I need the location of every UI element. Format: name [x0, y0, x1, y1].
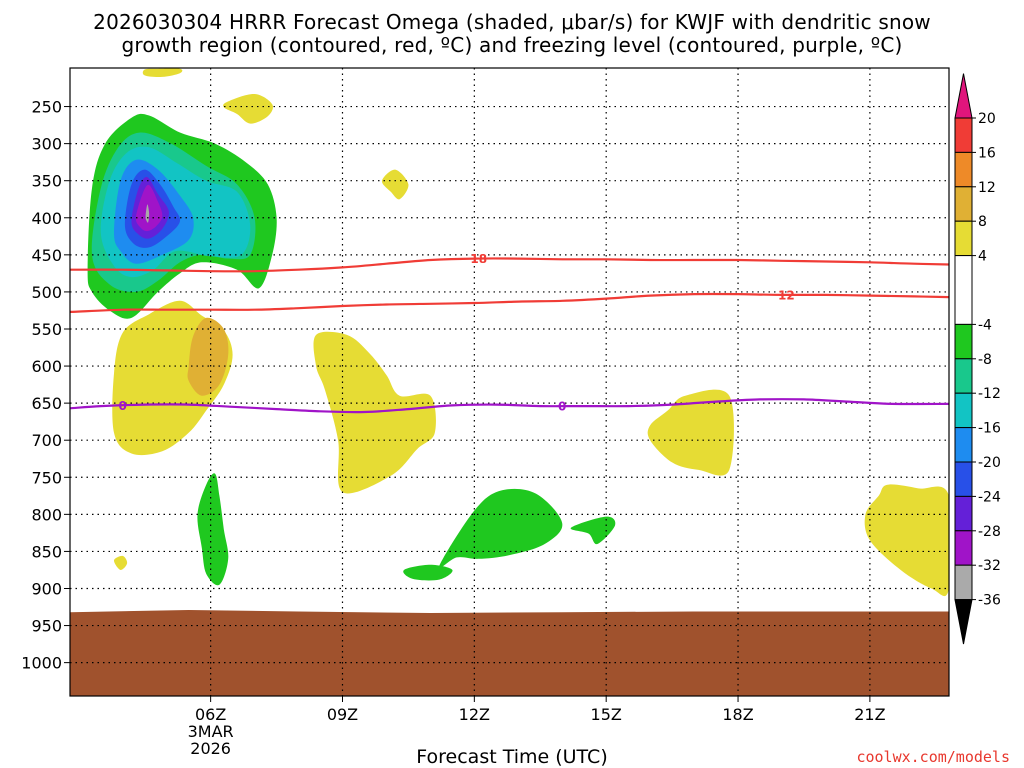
colorbar-bin	[954, 220, 973, 257]
y-tick-label-300: 300	[31, 135, 62, 154]
colorbar-label--24: -24	[978, 489, 1001, 505]
colorbar-bin	[954, 358, 973, 394]
omega-region-4	[113, 555, 128, 571]
colorbar-label--20: -20	[978, 455, 1001, 471]
y-tick-label-550: 550	[31, 320, 62, 339]
colorbar-label--8: -8	[978, 352, 992, 368]
colorbar-label-16: 16	[978, 145, 996, 161]
x-tick-label-09Z: 09Z	[327, 705, 358, 724]
contour-label-freezing-level: 0	[119, 399, 127, 413]
colorbar-bin	[954, 461, 973, 497]
colorbar-bin	[954, 427, 973, 463]
y-tick-label-850: 850	[31, 542, 62, 561]
contour-line-freezing-level	[70, 398, 949, 414]
omega-region-4	[223, 93, 273, 124]
colorbar-bin	[954, 255, 973, 325]
colorbar-arrow-top	[954, 73, 973, 119]
y-tick-label-800: 800	[31, 505, 62, 524]
colorbar-label-20: 20	[978, 111, 996, 127]
y-axis-pressure: 250 300 350 400 450 500 550 600 650 700 750 800 850 9…	[21, 98, 70, 673]
y-tick-label-900: 900	[31, 579, 62, 598]
omega-region-4	[142, 68, 183, 78]
y-tick-label-950: 950	[31, 617, 62, 636]
site-credit-link[interactable]: coolwx.com/models	[856, 748, 1010, 766]
terrain-fill	[70, 610, 949, 696]
y-tick-label-500: 500	[31, 283, 62, 302]
y-tick-label-250: 250	[31, 98, 62, 117]
plot-frame	[69, 67, 950, 697]
x-tick-date: 3MAR	[188, 722, 234, 741]
x-tick-label-15Z: 15Z	[591, 705, 622, 724]
y-tick-label-600: 600	[31, 357, 62, 376]
colorbar-label--28: -28	[978, 524, 1001, 540]
contour-label-freezing-level-2: 0	[558, 400, 566, 414]
omega-region-4	[864, 484, 949, 597]
colorbar-label--4: -4	[978, 317, 992, 333]
colorbar-bin	[954, 186, 973, 222]
colorbar-bin	[954, 323, 973, 360]
colorbar-bin	[954, 530, 973, 566]
colorbar-label-4: 4	[978, 249, 987, 265]
colorbar-bin	[954, 564, 973, 601]
x-tick-label-06Z: 06Z	[195, 705, 226, 724]
omega-region--32	[135, 184, 163, 232]
omega-region--8	[570, 516, 616, 545]
y-tick-label-450: 450	[31, 246, 62, 265]
colorbar-bin	[954, 117, 973, 153]
y-tick-label-650: 650	[31, 394, 62, 413]
colorbar-bin	[954, 392, 973, 429]
colorbar-bin	[954, 495, 973, 532]
omega-region-8	[187, 317, 229, 396]
colorbar-arrow-bottom	[954, 599, 973, 645]
omega-region--8	[403, 564, 453, 581]
contour-layer: 18 12 0 0	[70, 252, 949, 414]
chart-title-line-2: growth region (contoured, red, ºC) and f…	[121, 33, 903, 57]
contour-label-dgz-18: 18	[470, 252, 487, 266]
terrain-layer	[70, 610, 949, 696]
x-tick-label-18Z: 18Z	[722, 705, 753, 724]
y-tick-label-1000: 1000	[21, 654, 62, 673]
colorbar-label--16: -16	[978, 421, 1001, 437]
x-tick-label-12Z: 12Z	[459, 705, 490, 724]
omega-region-4	[381, 169, 409, 200]
contour-label-dgz-12: 12	[778, 288, 795, 302]
colorbar-bin	[954, 151, 973, 188]
colorbar-label--36: -36	[978, 593, 1001, 609]
contour-line-dgz-18	[70, 257, 949, 273]
omega-region--8	[438, 488, 563, 569]
y-tick-label-700: 700	[31, 431, 62, 450]
y-tick-label-750: 750	[31, 468, 62, 487]
colorbar-label--12: -12	[978, 386, 1001, 402]
omega-region-4	[647, 389, 734, 476]
colorbar-label-12: 12	[978, 180, 996, 196]
x-tick-label-21Z: 21Z	[854, 705, 885, 724]
colorbar-label--32: -32	[978, 558, 1001, 574]
omega-shading-layer	[87, 68, 949, 597]
gridlines	[70, 68, 949, 696]
y-tick-label-400: 400	[31, 209, 62, 228]
chart-title-line-1: 2026030304 HRRR Forecast Omega (shaded, …	[93, 10, 931, 34]
x-axis-label: Forecast Time (UTC)	[416, 746, 608, 768]
colorbar-label-8: 8	[978, 214, 987, 230]
y-tick-label-350: 350	[31, 172, 62, 191]
x-tick-year: 2026	[190, 739, 231, 758]
colorbar-legend: 20 16 12 8 4 -4 -8 -12 -16 -20 -24 -28 -32 -36	[954, 73, 1001, 645]
contour-line-dgz-12	[70, 292, 949, 313]
omega-region--8	[197, 473, 229, 586]
